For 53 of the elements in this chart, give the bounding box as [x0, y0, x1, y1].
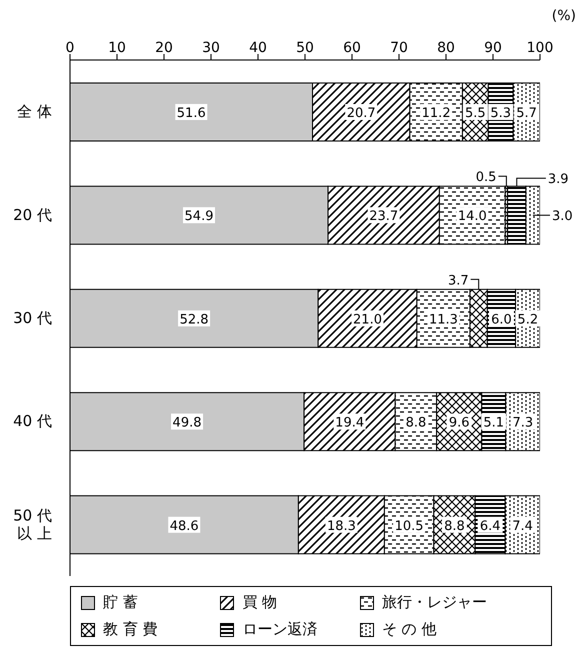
data-label: 21.0	[353, 312, 382, 328]
x-tick-label: 90	[484, 40, 502, 56]
data-label: 52.8	[180, 312, 209, 328]
data-label: 48.6	[170, 518, 199, 534]
legend-label: 貯 蓄	[103, 593, 138, 612]
data-label: 20.7	[346, 106, 376, 121]
data-label: 3.0	[552, 209, 573, 224]
legend-label: 旅行・レジャー	[382, 593, 487, 612]
data-label: 8.8	[444, 518, 465, 534]
legend-label: 教 育 費	[103, 620, 158, 639]
x-tick-label: 80	[437, 40, 455, 56]
data-label: 8.8	[406, 416, 426, 431]
data-label: 54.9	[184, 209, 214, 224]
data-label: 51.6	[176, 106, 206, 121]
data-label: 6.0	[491, 312, 512, 328]
data-label: 0.5	[476, 170, 496, 186]
data-label: 18.3	[326, 518, 356, 534]
x-axis-title: (%)	[550, 8, 577, 26]
data-label: 7.3	[512, 416, 534, 431]
y-tick-label: 20 代	[13, 206, 52, 224]
data-label: 9.6	[448, 416, 470, 431]
data-label: 5.7	[516, 106, 537, 121]
y-tick-label: 50 代以 上	[13, 506, 52, 542]
x-tick-label: 0	[66, 40, 74, 56]
data-label: 5.2	[517, 312, 538, 328]
x-tick-label: 100	[526, 40, 554, 56]
x-tick-label: 10	[108, 40, 126, 56]
data-label: 7.4	[512, 518, 533, 534]
data-label: 19.4	[335, 416, 364, 431]
data-label: 3.7	[448, 273, 469, 288]
y-tick-label: 全 体	[17, 102, 52, 121]
data-label: 11.3	[428, 312, 458, 328]
data-label: 49.8	[172, 416, 202, 431]
x-tick-label: 30	[202, 40, 220, 56]
x-tick-label: 60	[343, 40, 361, 56]
data-label: 5.5	[465, 106, 486, 121]
x-tick-label: 50	[296, 40, 314, 56]
data-label: 5.3	[490, 106, 512, 121]
y-tick-label: 40 代	[13, 412, 52, 430]
data-label: 10.5	[394, 518, 424, 534]
y-tick-label: 30 代	[13, 309, 52, 327]
x-tick-label: 70	[390, 40, 408, 56]
data-label: 11.2	[422, 106, 451, 121]
data-label: 3.9	[548, 172, 569, 188]
legend-label: ローン返済	[242, 620, 318, 639]
x-tick-label: 40	[249, 40, 267, 56]
data-label: 14.0	[458, 209, 487, 224]
legend-label: 買 物	[242, 593, 278, 612]
data-label: 5.1	[483, 416, 504, 431]
data-label: 23.7	[369, 209, 398, 224]
x-tick-label: 20	[155, 40, 173, 56]
legend-label: そ の 他	[382, 620, 436, 639]
data-label: 6.4	[480, 518, 501, 534]
